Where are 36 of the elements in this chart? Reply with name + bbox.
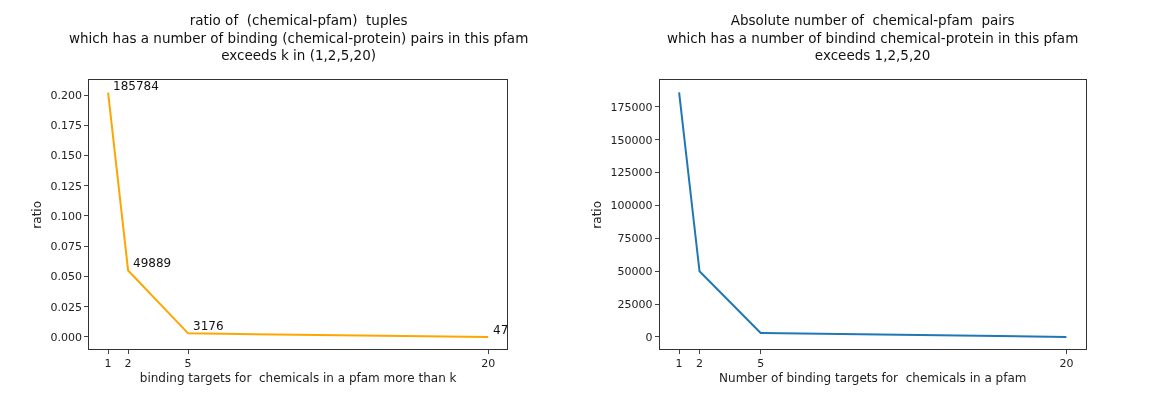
x-tick-label: 2 [124,357,132,371]
x-tick-label: 1 [675,357,683,371]
x-tick-label: 20 [1059,357,1074,371]
y-tick-label: 75000 [617,232,653,246]
x-tick-label: 5 [184,357,192,371]
annotation: 3176 [193,319,224,333]
y-tick-label: 50000 [617,265,653,279]
x-tick-label: 1 [104,357,112,371]
y-tick-label: 0 [645,330,653,344]
y-tick-label: 0.150 [50,149,82,163]
y-tick-label: 100000 [610,199,653,213]
x-tick-label: 5 [757,357,765,371]
line-series [678,91,1068,338]
line-series [107,91,490,338]
y-axis-title: ratio [29,200,44,229]
x-tick-label: 20 [481,357,496,371]
annotation: 185784 [113,79,159,93]
y-tick-label: 175000 [610,100,653,114]
y-tick-label: 0.125 [50,179,82,193]
y-tick-label: 0.175 [50,119,82,133]
y-tick-label: 0.100 [50,209,82,223]
x-axis-title: binding targets for chemicals in a pfam more than k [139,371,457,386]
chart-title: Absolute number of chemical-pfam pairs which has a number of bindind chemical-protein in this pfam exceeds 1,2,5,20 [667,12,1079,64]
y-tick-label: 25000 [617,297,653,311]
y-tick-label: 0.050 [50,270,82,284]
x-tick-label: 2 [696,357,703,371]
x-axis-title: Number of binding targets for chemicals in a pfam [719,371,1027,386]
y-tick-label: 125000 [610,166,653,180]
y-tick-label: 0.200 [50,88,82,102]
y-axis-title: ratio [589,200,604,229]
y-tick-label: 0.075 [50,240,82,254]
y-tick-label: 0.025 [50,300,82,314]
chart-title: ratio of (chemical-pfam) tuples which has a number of binding (chemical-protein) pairs in this pfam exceeds k in (1,2,5,20) [69,12,529,64]
y-tick-label: 0.000 [50,330,82,344]
annotation: 49889 [133,256,172,270]
y-tick-label: 150000 [610,133,653,147]
